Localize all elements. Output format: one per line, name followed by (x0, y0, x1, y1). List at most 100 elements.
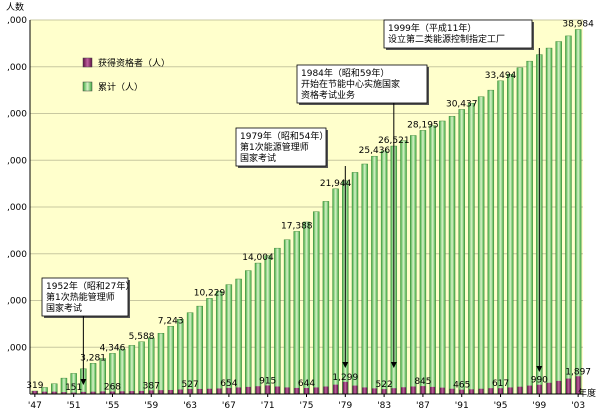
cumulative-bar (312, 211, 320, 395)
y-tick-label: ,000 (7, 297, 27, 307)
annotation-text: 开始在节能中心实施国家 (301, 78, 400, 90)
cumulative-bar (89, 363, 97, 395)
annotation-text: 国家考试 (240, 152, 276, 164)
annual-bar (303, 387, 310, 394)
annual-data-label: 151 (65, 383, 82, 393)
annual-data-label: 644 (298, 379, 315, 389)
cumulative-bar (303, 221, 310, 395)
legend-swatch (82, 81, 93, 92)
annotation-text: 1984年（昭和59年） (301, 67, 389, 79)
cumulative-data-label: 7,243 (158, 316, 184, 326)
annual-bar (352, 385, 358, 394)
cumulative-data-label: 14,004 (242, 253, 274, 263)
annual-bar (371, 388, 377, 394)
y-tick-label: ,000 (7, 343, 27, 353)
cumulative-data-label: 5,588 (129, 332, 155, 342)
annual-bar (439, 387, 445, 394)
annual-bar (42, 391, 48, 394)
y-axis-label: 人数 (6, 1, 24, 13)
y-tick-label: ,000 (7, 250, 27, 260)
legend-label: 获得资格者（人） (98, 57, 170, 69)
cumulative-bar (322, 201, 330, 395)
annotation-arrow-head (342, 362, 349, 368)
annual-bar (323, 386, 329, 394)
cumulative-data-label: 38,984 (562, 19, 594, 29)
annotation-arrow-head (390, 362, 397, 368)
annotation-text: 第1次热能管理师 (46, 291, 115, 303)
cumulative-data-label: 3,281 (80, 353, 106, 363)
annual-bar (216, 388, 222, 394)
annual-bar (498, 388, 504, 394)
cumulative-bar (235, 278, 242, 395)
annual-data-label: 990 (531, 376, 548, 386)
annual-data-label: 268 (104, 382, 121, 392)
annual-bar (80, 391, 86, 394)
cumulative-bar (128, 345, 136, 395)
cumulative-bar (574, 29, 582, 395)
annotation-box (41, 277, 129, 317)
x-tick-label: '55 (105, 401, 119, 411)
annual-data-label: 527 (181, 380, 198, 390)
cumulative-data-label: 33,494 (485, 71, 517, 81)
legend: 获得资格者（人） 累计（人） (82, 57, 170, 93)
cumulative-bar (458, 109, 465, 395)
x-tick-label: '47 (28, 401, 42, 411)
annual-data-label: 617 (492, 379, 509, 389)
annual-bar (51, 391, 57, 394)
annual-bar (148, 390, 154, 394)
annual-bar (391, 388, 397, 394)
y-tick-label: ,000 (7, 16, 27, 26)
x-tick-label: '71 (261, 401, 275, 411)
annual-bar (410, 386, 416, 394)
x-tick-label: '79 (338, 401, 352, 411)
cumulative-bar (380, 150, 388, 395)
x-tick-label: '95 (494, 401, 508, 411)
x-tick-label: '87 (416, 401, 430, 411)
cumulative-bar (206, 298, 213, 395)
annual-bar (61, 392, 67, 394)
annual-bar (284, 387, 290, 394)
cumulative-bar (497, 80, 504, 395)
annual-data-label: 845 (414, 377, 431, 387)
annual-bar (109, 391, 115, 394)
x-axis: '47 '51 '55 '59 '63 '67 '71 '75 '79 '83 '87 '91 '95 '… (28, 394, 585, 411)
annual-bar (333, 384, 339, 394)
annual-bar (255, 386, 261, 394)
y-tick-label: ,000 (7, 110, 27, 120)
y-tick-label: ,000 (7, 156, 27, 166)
cumulative-data-label: 28,195 (407, 120, 439, 130)
annual-bar (206, 388, 212, 394)
cumulative-bar (225, 284, 233, 395)
cumulative-bar (555, 41, 562, 395)
x-tick-label: '63 (183, 401, 197, 411)
legend-label: 累计（人） (98, 81, 143, 93)
cumulative-data-label: 21,944 (320, 179, 352, 189)
cumulative-data-label: 10,229 (194, 288, 226, 298)
annotation: 1999年（平成11年）设立第二类能源控制指定工厂 (383, 19, 543, 372)
annual-bar (420, 386, 426, 394)
cumulative-bar (264, 255, 271, 395)
cumulative-bar (429, 125, 436, 395)
y-tick-label: ,000 (7, 63, 27, 73)
annual-bar (381, 389, 387, 394)
annual-bar (245, 386, 251, 394)
cumulative-bar (274, 247, 281, 395)
cumulative-bar (516, 67, 524, 395)
cumulative-bar (254, 262, 262, 395)
annual-bar (430, 386, 436, 394)
cumulative-bar (526, 60, 533, 395)
annotation-box (235, 127, 327, 167)
cumulative-bar (487, 89, 495, 395)
annual-bar (468, 389, 474, 394)
annual-bar (488, 388, 494, 394)
cumulative-bar (293, 231, 301, 395)
x-tick-label: '51 (67, 401, 81, 411)
annotation-text: 资格考试业务 (301, 89, 355, 101)
annotation-arrow-head (536, 366, 543, 372)
annual-bar (139, 390, 145, 394)
annual-data-label: 654 (220, 379, 237, 389)
annual-bar (90, 391, 96, 394)
annual-bar (119, 391, 125, 394)
